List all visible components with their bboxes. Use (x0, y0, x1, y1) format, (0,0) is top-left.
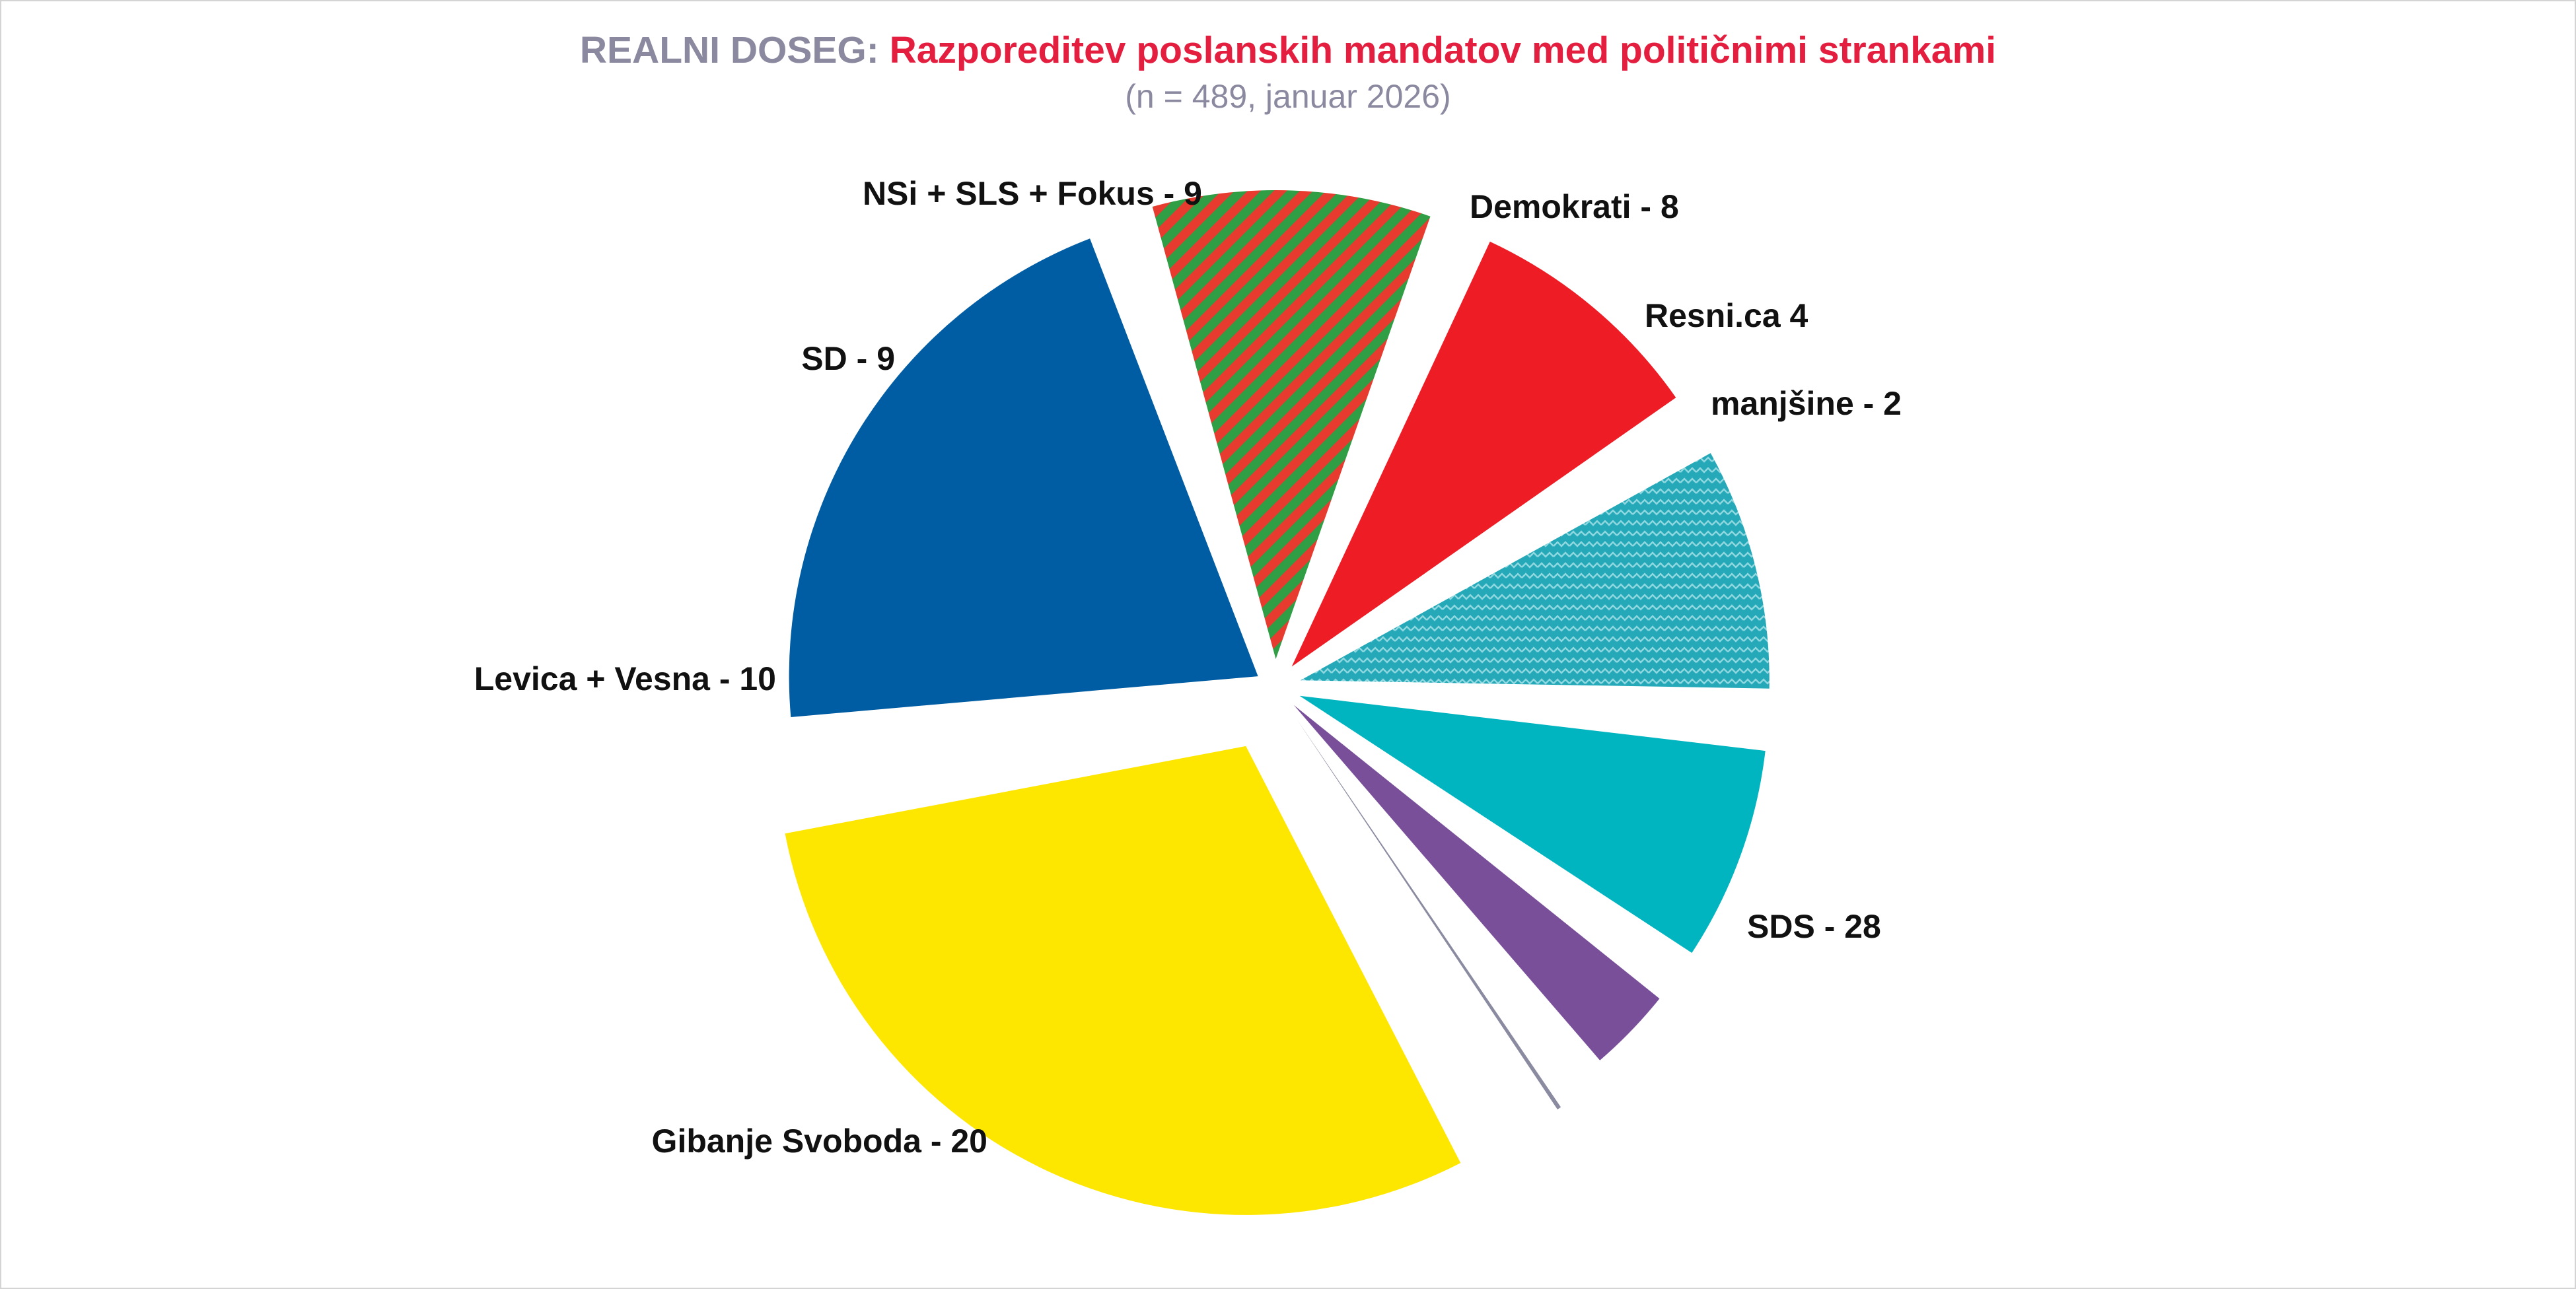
pie-slice-demokrati (1299, 695, 1766, 953)
chart-subtitle: (n = 489, januar 2026) (1125, 78, 1451, 115)
pie-label-manjsine: manjšine - 2 (1711, 385, 1902, 422)
pie-slice-resni-ca (1293, 705, 1660, 1061)
chart-title: REALNI DOSEG: Razporeditev poslanskih ma… (0, 25, 2576, 75)
pie-slices (785, 190, 1770, 1215)
pie-label-demokrati: Demokrati - 8 (1470, 188, 1679, 225)
pie-slice-manjsine (1297, 719, 1561, 1110)
pie-label-sd: SD - 9 (801, 340, 895, 377)
pie-slice-gibanje-svoboda (789, 238, 1258, 717)
pie-label-sds: SDS - 28 (1747, 908, 1881, 945)
pie-labels: SDS - 28 Gibanje Svoboda - 20 Levica + Ves… (474, 175, 1902, 1160)
pie-label-resni-ca: Resni.ca 4 (1645, 297, 1808, 334)
pie-slice-nsi-sls-fokus (1300, 453, 1770, 689)
pie-slice-sd (1291, 241, 1676, 667)
pie-label-gibanje-svoboda: Gibanje Svoboda - 20 (652, 1123, 987, 1160)
title-block: REALNI DOSEG: Razporeditev poslanskih ma… (0, 25, 2576, 118)
chart-title-prefix: REALNI DOSEG: (579, 29, 879, 71)
pie-slice-levica-vesna (1152, 190, 1431, 659)
pie-label-nsi-sls-fokus: NSi + SLS + Fokus - 9 (863, 175, 1202, 212)
pie-slice-sds (785, 746, 1461, 1215)
pie-label-levica-vesna: Levica + Vesna - 10 (474, 660, 776, 697)
chart-title-main: Razporeditev poslanskih mandatov med pol… (889, 29, 1997, 71)
